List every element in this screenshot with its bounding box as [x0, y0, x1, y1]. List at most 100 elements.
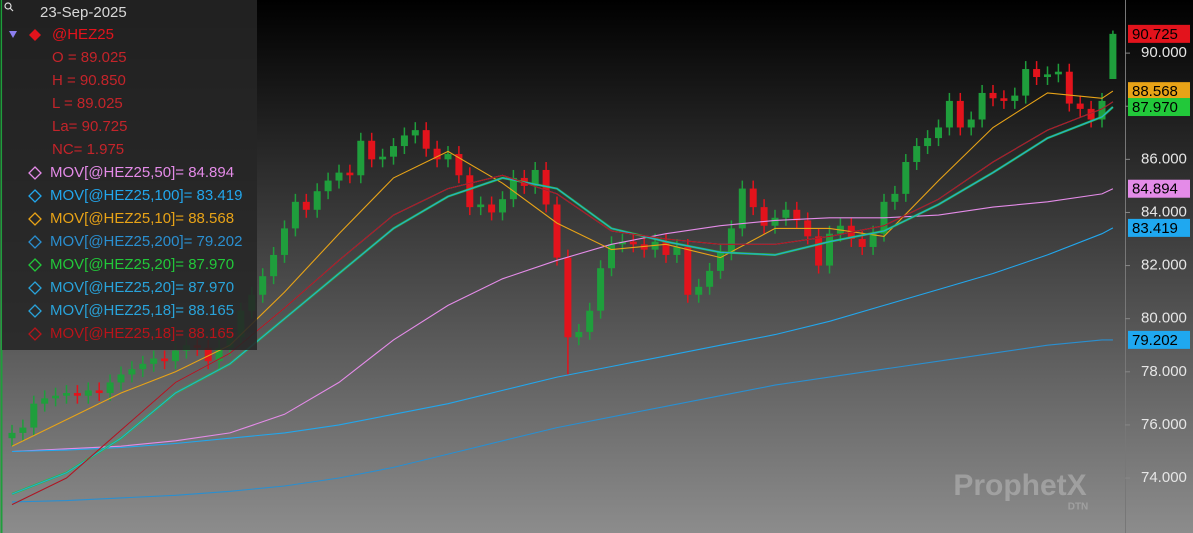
candle-body: [1109, 33, 1117, 80]
candle-body: [586, 310, 594, 332]
y-tick-label: 76.000: [1141, 416, 1187, 433]
candle-body: [1000, 98, 1008, 101]
candle-body: [19, 427, 27, 433]
candle-body: [695, 286, 703, 295]
candle-body: [291, 201, 299, 229]
collapse-toggle[interactable]: [9, 31, 17, 38]
candle-body: [270, 254, 278, 277]
candle-body: [63, 393, 70, 396]
candle-body: [673, 246, 681, 255]
candle-body: [215, 347, 223, 362]
symbol-label: @HEZ25: [52, 26, 114, 43]
date-label: 23-Sep-2025: [40, 4, 127, 21]
search-icon-handle: [9, 7, 14, 12]
candle-body: [618, 241, 626, 245]
candle-body: [564, 257, 572, 338]
y-tick-label: 80.000: [1141, 310, 1187, 327]
legend-label: MOV[@HEZ25,18]= 88.165: [50, 302, 234, 319]
candle-body: [1076, 103, 1084, 109]
candle-body: [433, 148, 441, 160]
candle-body: [41, 398, 49, 404]
candle-body: [608, 244, 615, 269]
candle-body: [902, 161, 910, 194]
ma-line: [11, 90, 1114, 447]
candle-body: [128, 369, 136, 375]
legend-marker: [28, 327, 42, 341]
candle-body: [95, 390, 103, 394]
candle-body: [1065, 71, 1073, 104]
y-axis: 74.000 76.000 78.000 80.000 82.000 84.000 86.0…: [1128, 24, 1190, 486]
candle-body: [488, 204, 496, 213]
watermark-sub: DTN: [1068, 502, 1089, 513]
candle-body: [662, 241, 670, 255]
candle-body: [782, 209, 790, 218]
candle-body: [760, 207, 768, 226]
end-value-tag: 79.202: [1132, 332, 1178, 349]
candle-body: [8, 432, 16, 439]
end-value-tag-bg: [1128, 330, 1190, 349]
candle-body: [139, 363, 147, 370]
candle-body: [73, 393, 81, 396]
candle-body: [477, 204, 485, 208]
legend-marker: [28, 189, 42, 203]
candle-body: [422, 130, 430, 149]
candle-body: [913, 146, 921, 162]
ohlc-label: La= 90.725: [52, 118, 128, 135]
candle-body: [84, 390, 92, 396]
candle-body: [172, 350, 179, 362]
legend-label: MOV[@HEZ25,100]= 83.419: [50, 187, 242, 204]
candle-body: [509, 177, 517, 200]
candle-body: [281, 228, 288, 255]
candles: [8, 30, 1117, 447]
candle-body: [924, 138, 932, 147]
last-price-tag-bg: [1128, 24, 1190, 43]
candle-body: [629, 241, 637, 245]
end-value-tag: 87.970: [1132, 99, 1178, 116]
candle-body: [956, 100, 964, 128]
candle-body: [727, 228, 735, 253]
candle-body: [738, 188, 746, 229]
candle-body: [106, 382, 114, 394]
candle-body: [575, 331, 583, 338]
legend-panel: [2, 0, 257, 350]
candle-body: [684, 246, 692, 295]
candle-body: [1011, 95, 1019, 101]
ma-line: [11, 106, 1114, 495]
candle-body: [869, 233, 877, 247]
legend-marker: [28, 212, 42, 226]
candle-body: [161, 358, 169, 362]
candle-body: [30, 403, 38, 428]
search-icon[interactable]: [4, 2, 12, 10]
candle-body: [368, 140, 376, 160]
candle-body: [259, 276, 267, 295]
ohlc-label: O = 89.025: [52, 49, 127, 66]
legend-label: MOV[@HEZ25,20]= 87.970: [50, 256, 234, 273]
ma-line: [11, 188, 1114, 453]
candle-body: [597, 268, 605, 311]
ma-line: [11, 339, 1113, 503]
legend-marker: [28, 304, 42, 318]
candle-body: [400, 135, 408, 147]
candle-body: [978, 92, 986, 120]
ma-line: [11, 101, 1114, 506]
candle-body: [891, 193, 899, 202]
candle-body: [411, 130, 419, 136]
candle-body: [150, 358, 158, 364]
candle-body: [466, 175, 474, 208]
candle-body: [444, 154, 452, 160]
watermark: ProphetX: [953, 469, 1086, 502]
candle-body: [706, 270, 714, 287]
legend-marker: [28, 166, 42, 180]
y-tick-label: 84.000: [1141, 203, 1187, 220]
candle-body: [553, 204, 561, 258]
candle-body: [717, 252, 724, 271]
y-tick-label: 78.000: [1141, 363, 1187, 380]
candle-body: [793, 209, 801, 221]
legend-label: MOV[@HEZ25,10]= 88.568: [50, 210, 234, 227]
candle-body: [1044, 74, 1051, 78]
candle-body: [771, 217, 779, 226]
end-value-tag-bg: [1128, 82, 1190, 101]
candle-body: [1087, 108, 1095, 120]
